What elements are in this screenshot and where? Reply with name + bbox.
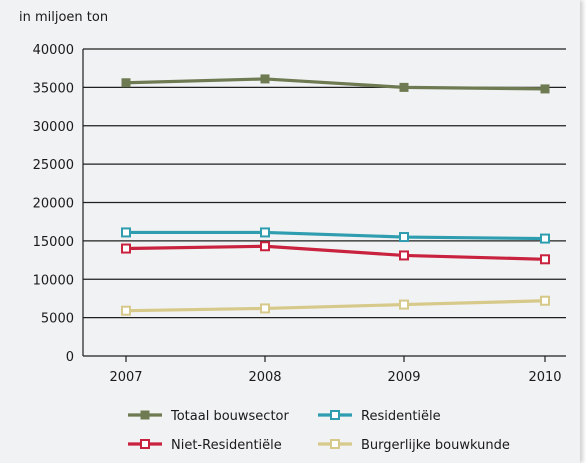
x-tick-label-2009: 2009: [387, 370, 420, 385]
y-axis-unit-label: in miljoen ton: [19, 10, 109, 25]
series-line-3: [125, 299, 546, 313]
x-tick-label-2007: 2007: [109, 370, 142, 385]
legend-label-2: Niet-Residentiële: [171, 438, 282, 453]
y-tick-label-35000: 35000: [33, 81, 74, 96]
x-tick-label-2010: 2010: [528, 370, 561, 385]
legend-swatch-marker-3: [330, 439, 340, 449]
data-point-0-1: [260, 74, 270, 84]
data-point-1-3: [540, 233, 550, 244]
y-tick-label-30000: 30000: [33, 120, 74, 135]
y-tick-label-5000: 5000: [41, 312, 74, 327]
legend-swatch-marker-1: [330, 410, 340, 420]
data-point-0-2: [399, 82, 409, 92]
series-line-2: [125, 244, 546, 261]
legend-swatch-marker-0: [140, 410, 150, 420]
data-point-1-1: [260, 227, 270, 238]
data-point-3-0: [121, 305, 131, 316]
y-tick-label-25000: 25000: [33, 158, 74, 173]
y-tick-label-15000: 15000: [33, 235, 74, 250]
y-tick-label-40000: 40000: [33, 43, 74, 58]
x-tick-label-2008: 2008: [248, 370, 281, 385]
legend-label-3: Burgerlijke bouwkunde: [361, 438, 510, 453]
y-tick-label-10000: 10000: [33, 273, 74, 288]
series-line-0: [125, 77, 546, 91]
y-tick-label-0: 0: [66, 350, 74, 365]
data-point-0-0: [121, 78, 131, 88]
data-point-0-3: [540, 84, 550, 94]
data-point-2-3: [540, 254, 550, 265]
data-point-1-0: [121, 227, 131, 238]
data-point-3-3: [540, 295, 550, 306]
legend-swatch-marker-2: [140, 439, 150, 449]
data-point-3-2: [399, 299, 409, 310]
data-point-2-1: [260, 241, 270, 252]
data-point-1-2: [399, 232, 409, 243]
data-point-2-0: [121, 243, 131, 254]
data-point-2-2: [399, 250, 409, 261]
legend-label-0: Totaal bouwsector: [170, 409, 290, 424]
data-point-3-1: [260, 303, 270, 314]
y-tick-label-20000: 20000: [33, 197, 74, 212]
legend-label-1: Residentiële: [361, 409, 441, 424]
series-line-1: [126, 230, 546, 241]
